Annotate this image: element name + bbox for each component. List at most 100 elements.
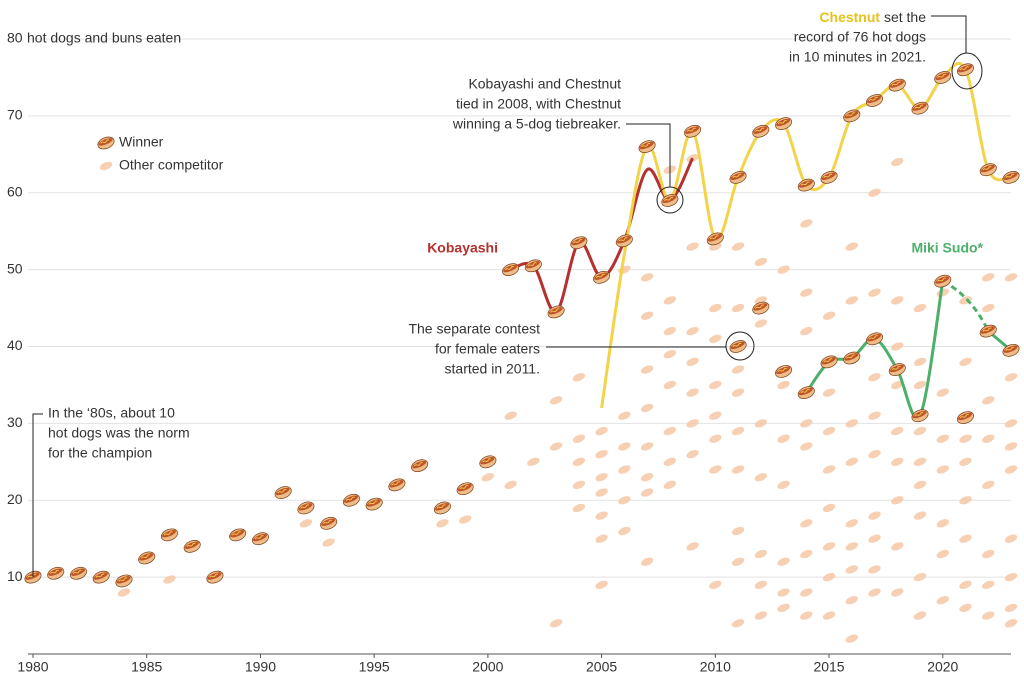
competitor-mark <box>754 580 767 589</box>
competitor-mark <box>868 511 881 520</box>
bun <box>731 365 745 374</box>
winner-mark <box>183 540 201 553</box>
y-tick-label: 50 <box>7 260 23 276</box>
winner-mark <box>92 570 110 584</box>
competitor-mark <box>663 326 677 336</box>
competitor-mark <box>1004 373 1018 382</box>
competitor-mark <box>982 480 995 490</box>
bun <box>640 311 654 320</box>
bun <box>163 575 176 584</box>
mustard <box>550 308 560 313</box>
annotation: record of 76 hot dogs <box>794 29 926 45</box>
y-tick-label: 10 <box>7 568 23 584</box>
bun <box>913 480 927 490</box>
bun <box>663 326 677 336</box>
bun <box>640 442 654 451</box>
competitor-mark <box>913 480 927 490</box>
leader <box>32 413 43 577</box>
mustard <box>755 127 765 132</box>
bun <box>549 442 563 451</box>
competitor-mark <box>640 473 654 482</box>
competitor-mark <box>663 350 677 359</box>
competitor-mark <box>618 465 631 474</box>
competitor-mark <box>99 161 113 171</box>
x-tick-label: 1980 <box>17 659 48 675</box>
competitor-mark <box>709 334 722 343</box>
bun <box>322 538 335 547</box>
competitor-mark <box>868 188 881 197</box>
bun <box>868 449 881 459</box>
competitor-mark <box>822 503 836 513</box>
bun <box>754 319 767 328</box>
competitor-mark <box>1004 442 1018 451</box>
bun <box>936 434 949 443</box>
bun <box>845 542 858 551</box>
competitor-mark <box>686 357 699 367</box>
bun <box>891 342 904 351</box>
highlight <box>656 186 684 214</box>
competitor-mark <box>959 534 972 543</box>
competitor-mark <box>868 411 881 420</box>
competitor-mark <box>709 434 722 443</box>
winner-mark <box>888 363 906 376</box>
winner-mark <box>957 63 975 77</box>
bun <box>822 388 836 397</box>
bun <box>754 473 767 482</box>
winner-mark <box>320 516 338 530</box>
bun <box>549 619 563 628</box>
competitor-mark <box>777 557 790 566</box>
competitor-mark <box>891 496 904 505</box>
bun <box>1004 465 1018 474</box>
mustard <box>709 235 719 240</box>
bun <box>959 434 972 443</box>
competitor-mark <box>800 219 813 228</box>
competitor-mark <box>868 534 881 543</box>
winner-mark <box>957 411 975 424</box>
competitor-mark <box>800 288 813 297</box>
bun <box>595 449 608 459</box>
winner-mark <box>47 566 65 580</box>
bun <box>822 465 836 474</box>
mustard <box>823 358 833 363</box>
competitor-mark <box>891 342 904 351</box>
x-tick-label: 2005 <box>586 659 617 675</box>
bun <box>800 549 813 559</box>
competitor-mark <box>731 365 745 374</box>
winner-mark <box>570 236 588 250</box>
bun <box>527 457 540 466</box>
competitor-mark <box>1004 603 1018 613</box>
bun <box>731 465 745 474</box>
winner-mark <box>524 259 542 273</box>
competitor-mark <box>936 596 949 605</box>
competitor-mark <box>936 519 949 528</box>
bun <box>572 480 586 490</box>
competitor-mark <box>754 419 767 428</box>
competitor-mark <box>800 519 813 528</box>
bun <box>822 542 836 551</box>
mustard <box>800 181 810 186</box>
competitor-mark <box>1004 419 1018 428</box>
competitor-mark <box>709 411 722 420</box>
winner-mark <box>843 351 861 365</box>
bun <box>731 388 745 397</box>
winner-mark <box>593 270 611 284</box>
mustard <box>959 414 969 419</box>
bun <box>959 496 972 505</box>
bun <box>845 519 858 528</box>
mustard <box>186 542 196 548</box>
competitor-mark <box>868 449 881 459</box>
y-tick-label: 60 <box>7 183 23 199</box>
competitor-mark <box>731 426 745 436</box>
bun <box>572 457 586 466</box>
bun <box>709 380 722 390</box>
bun <box>777 588 790 597</box>
mustard <box>595 273 605 278</box>
competitor-mark <box>845 242 858 251</box>
competitor-mark <box>936 465 949 474</box>
mustard <box>209 573 219 578</box>
competitor-mark <box>845 296 858 305</box>
winner-mark <box>752 124 770 138</box>
bun <box>436 519 449 528</box>
mustard <box>527 262 537 267</box>
mustard <box>800 389 810 394</box>
